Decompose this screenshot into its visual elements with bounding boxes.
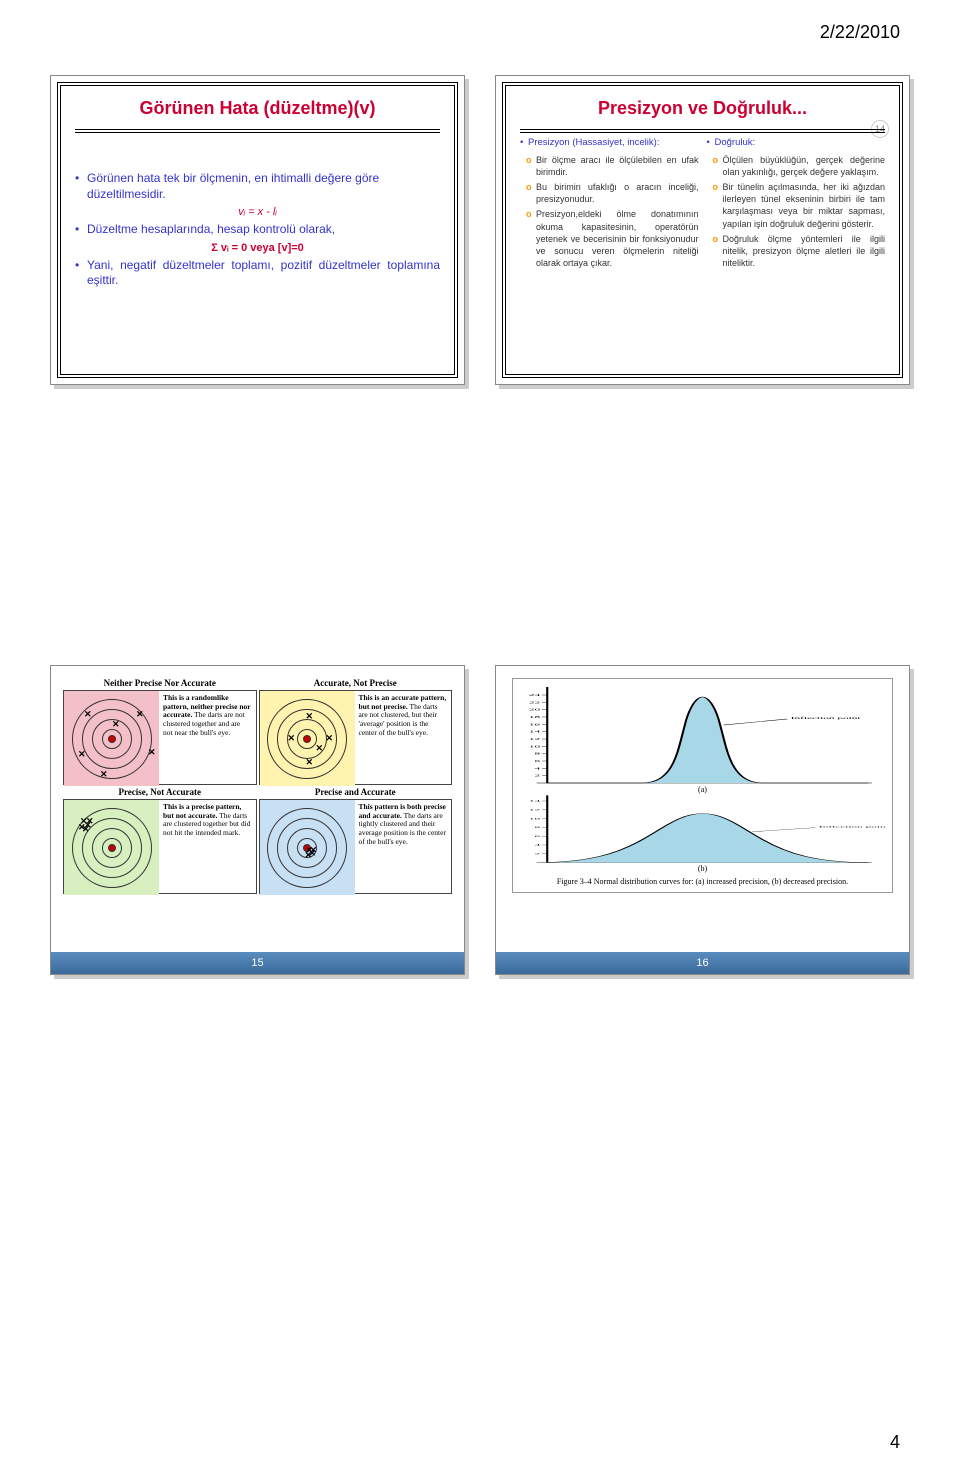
target-header: Precise and Accurate bbox=[259, 787, 453, 797]
slide2-left-o2: Bu birimin ufaklığı o aracın inceliği, p… bbox=[520, 181, 699, 205]
slide2-left-o3: Presizyon,eldeki ölme donatımının okuma … bbox=[520, 208, 699, 269]
slide1-formula1: vᵢ = x - lᵢ bbox=[75, 206, 440, 218]
slide4-footer: 16 bbox=[496, 952, 909, 974]
svg-text:22: 22 bbox=[529, 701, 540, 704]
svg-text:2: 2 bbox=[535, 774, 541, 777]
dart-mark: ✕ bbox=[136, 709, 144, 720]
slide-4: 24222018161412108642Inflection point (a)… bbox=[495, 665, 910, 975]
dart-mark: ✕ bbox=[316, 743, 324, 754]
svg-text:18: 18 bbox=[529, 715, 540, 718]
curve-b: 14 12 10 8 6 4 2 Inflection point bbox=[519, 794, 886, 864]
slide1-bullet1: Görünen hata tek bir ölçmenin, en ihtima… bbox=[75, 171, 440, 202]
svg-text:14: 14 bbox=[529, 730, 541, 733]
target-desc: This is a randomlike pattern, neither pr… bbox=[159, 691, 256, 784]
slide-2: 14 Presizyon ve Doğruluk... Presizyon (H… bbox=[495, 75, 910, 385]
curve-b-label: (b) bbox=[519, 864, 886, 873]
svg-text:10: 10 bbox=[529, 745, 540, 748]
dart-mark: ✕ bbox=[306, 711, 314, 722]
target-header: Precise, Not Accurate bbox=[63, 787, 257, 797]
svg-text:8: 8 bbox=[535, 826, 541, 828]
target-desc: This is an accurate pattern, but not pre… bbox=[355, 691, 452, 784]
dart-mark: ✕ bbox=[78, 749, 86, 760]
slide-row-1: Görünen Hata (düzeltme)(v) Görünen hata … bbox=[50, 75, 910, 385]
svg-text:2: 2 bbox=[535, 853, 541, 855]
slides-container: Görünen Hata (düzeltme)(v) Görünen hata … bbox=[50, 75, 910, 1005]
curve-a: 24 22 20 18 16 14 12 10 8 6 4 2 Inflection point bbox=[519, 685, 886, 785]
slide2-left-col: Presizyon (Hassasiyet, incelik): Bir ölç… bbox=[520, 137, 699, 272]
svg-text:Inflection point: Inflection point bbox=[819, 826, 886, 828]
dart-mark: ✕ bbox=[310, 845, 318, 856]
slide3-footer: 15 bbox=[51, 952, 464, 974]
precision-accuracy-grid: Neither Precise Nor AccurateAccurate, No… bbox=[63, 678, 452, 894]
dart-mark: ✕ bbox=[148, 747, 156, 758]
slide2-right-o1: Ölçülen büyüklüğün, gerçek değerine olan… bbox=[707, 154, 886, 178]
curve-panel: 24222018161412108642Inflection point (a)… bbox=[512, 678, 893, 893]
slide2-right-col: Doğruluk: Ölçülen büyüklüğün, gerçek değ… bbox=[707, 137, 886, 272]
slide2-left-head: Presizyon (Hassasiyet, incelik): bbox=[520, 137, 699, 150]
header-date: 2/22/2010 bbox=[820, 22, 900, 43]
slide-row-2: Neither Precise Nor AccurateAccurate, No… bbox=[50, 665, 910, 975]
svg-text:8: 8 bbox=[535, 752, 541, 755]
svg-text:4: 4 bbox=[535, 767, 542, 770]
svg-text:4: 4 bbox=[535, 844, 541, 846]
dart-mark: ✕ bbox=[288, 733, 296, 744]
slide2-right-head: Doğruluk: bbox=[707, 137, 886, 150]
dart-mark: ✕ bbox=[112, 719, 120, 730]
slide-1: Görünen Hata (düzeltme)(v) Görünen hata … bbox=[50, 75, 465, 385]
svg-text:6: 6 bbox=[535, 759, 541, 762]
curve-a-label: (a) bbox=[519, 785, 886, 794]
svg-text:20: 20 bbox=[529, 708, 540, 711]
target-header: Accurate, Not Precise bbox=[259, 678, 453, 688]
dart-mark: ✕ bbox=[84, 709, 92, 720]
svg-text:12: 12 bbox=[529, 809, 540, 811]
svg-text:16: 16 bbox=[529, 723, 540, 726]
dart-mark: ✕ bbox=[306, 757, 314, 768]
svg-text:24: 24 bbox=[529, 693, 541, 696]
slide1-bullet3: Yani, negatif düzeltmeler toplamı, pozit… bbox=[75, 258, 440, 289]
slide-1-title: Görünen Hata (düzeltme)(v) bbox=[75, 98, 440, 119]
svg-text:10: 10 bbox=[529, 817, 540, 819]
slide2-right-o3: Doğruluk ölçme yöntemleri ile ilgili nit… bbox=[707, 233, 886, 269]
slide1-formula2: Σ vᵢ = 0 veya [v]=0 bbox=[75, 242, 440, 254]
dart-mark: ✕ bbox=[326, 733, 334, 744]
target-header: Neither Precise Nor Accurate bbox=[63, 678, 257, 688]
slide2-right-o2: Bir tünelin açılmasında, her iki ağızdan… bbox=[707, 181, 886, 230]
slide1-bullet2: Düzeltme hesaplarında, hesap kontrolü ol… bbox=[75, 222, 440, 238]
slide-3: Neither Precise Nor AccurateAccurate, No… bbox=[50, 665, 465, 975]
page-number: 4 bbox=[890, 1432, 900, 1453]
target-desc: This is a precise pattern, but not accur… bbox=[159, 800, 256, 893]
slide2-left-o1: Bir ölçme aracı ile ölçülebilen en ufak … bbox=[520, 154, 699, 178]
slide-2-title: Presizyon ve Doğruluk... bbox=[520, 98, 885, 119]
figure-caption: Figure 3–4 Normal distribution curves fo… bbox=[519, 877, 886, 886]
svg-text:14: 14 bbox=[529, 800, 540, 802]
dart-mark: ✕ bbox=[100, 769, 108, 780]
dart-mark: ✕ bbox=[82, 824, 90, 835]
target-desc: This pattern is both precise and accurat… bbox=[355, 800, 452, 893]
svg-text:6: 6 bbox=[535, 835, 541, 837]
svg-text:Inflection point: Inflection point bbox=[791, 716, 862, 719]
svg-text:12: 12 bbox=[529, 737, 540, 740]
